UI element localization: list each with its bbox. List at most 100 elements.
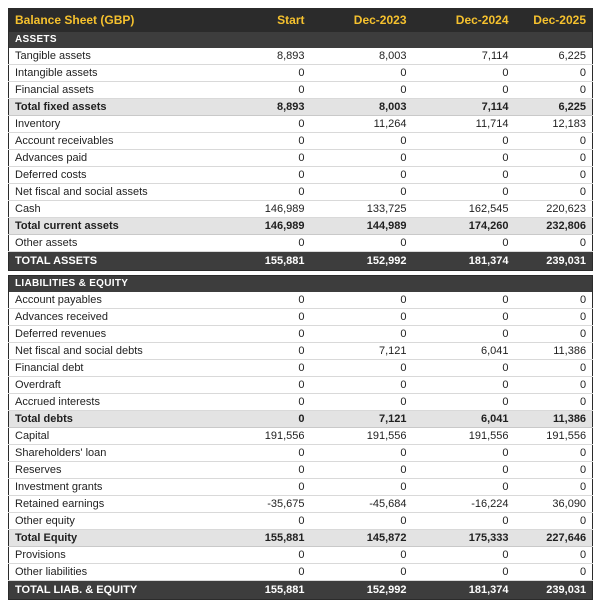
cell-value: 0 [208, 461, 311, 479]
column-header-start: Start [208, 8, 311, 32]
cell-value: 11,264 [310, 115, 413, 133]
table-title: Balance Sheet (GBP) [8, 8, 209, 32]
cell-value: 0 [310, 308, 413, 326]
table-row: Account receivables 0 0 0 0 [8, 132, 593, 150]
cell-value: 0 [514, 183, 593, 201]
cell-value: 0 [412, 563, 515, 581]
cell-value: 6,225 [514, 48, 593, 65]
cell-value: 0 [310, 393, 413, 411]
row-label: Overdraft [8, 376, 209, 394]
cell-value: 144,989 [310, 217, 413, 235]
row-label: TOTAL LIAB. & EQUITY [8, 580, 209, 600]
cell-value: 175,333 [412, 529, 515, 547]
cell-value: 0 [208, 444, 311, 462]
cell-value: 191,556 [208, 427, 311, 445]
cell-value: 0 [514, 325, 593, 343]
cell-value: 0 [412, 512, 515, 530]
cell-value: 6,041 [412, 342, 515, 360]
cell-value: 0 [412, 64, 515, 82]
row-label: Shareholders' loan [8, 444, 209, 462]
cell-value: 8,003 [310, 48, 413, 65]
row-label: Account payables [8, 292, 209, 309]
cell-value: 0 [514, 393, 593, 411]
table-row: Intangible assets 0 0 0 0 [8, 64, 593, 82]
row-label: Other assets [8, 234, 209, 252]
cell-value: 0 [208, 81, 311, 99]
cell-value: 0 [208, 183, 311, 201]
table-row: Advances received 0 0 0 0 [8, 308, 593, 326]
cell-value: 0 [514, 359, 593, 377]
cell-value: 0 [208, 376, 311, 394]
row-label: Retained earnings [8, 495, 209, 513]
cell-value: 0 [514, 149, 593, 167]
cell-value: 0 [208, 64, 311, 82]
cell-value: 7,114 [412, 98, 515, 116]
cell-value: 6,041 [412, 410, 515, 428]
cell-value: 0 [208, 149, 311, 167]
column-header-dec-2023: Dec-2023 [310, 8, 413, 32]
cell-value: 8,003 [310, 98, 413, 116]
section-header-row: LIABILITIES & EQUITY [8, 275, 593, 292]
cell-value: 0 [208, 132, 311, 150]
cell-value: 191,556 [310, 427, 413, 445]
row-label: TOTAL ASSETS [8, 251, 209, 271]
table-row: Other assets 0 0 0 0 [8, 234, 593, 252]
cell-value: 0 [310, 325, 413, 343]
table-header-row: Balance Sheet (GBP) Start Dec-2023 Dec-2… [8, 8, 593, 32]
cell-value: 0 [412, 393, 515, 411]
cell-value: 0 [310, 64, 413, 82]
cell-value: 0 [412, 325, 515, 343]
cell-value: 0 [412, 132, 515, 150]
row-label: Deferred costs [8, 166, 209, 184]
table-row: Net fiscal and social assets 0 0 0 0 [8, 183, 593, 201]
assets-table: Balance Sheet (GBP) Start Dec-2023 Dec-2… [8, 8, 593, 271]
table-row: Advances paid 0 0 0 0 [8, 149, 593, 167]
cell-value: 181,374 [412, 580, 515, 600]
table-row: Inventory 0 11,264 11,714 12,183 [8, 115, 593, 133]
cell-value: 0 [310, 359, 413, 377]
cell-value: 0 [310, 563, 413, 581]
cell-value: 155,881 [208, 529, 311, 547]
cell-value: -35,675 [208, 495, 311, 513]
row-label: Cash [8, 200, 209, 218]
cell-value: 0 [208, 166, 311, 184]
row-label: Net fiscal and social assets [8, 183, 209, 201]
subtotal-row: Total debts 0 7,121 6,041 11,386 [8, 410, 593, 428]
cell-value: 7,121 [310, 410, 413, 428]
cell-value: 0 [208, 478, 311, 496]
cell-value: 181,374 [412, 251, 515, 271]
cell-value: 0 [208, 325, 311, 343]
cell-value: 0 [310, 81, 413, 99]
cell-value: 8,893 [208, 48, 311, 65]
row-label: Total debts [8, 410, 209, 428]
cell-value: 0 [412, 461, 515, 479]
cell-value: 0 [208, 308, 311, 326]
cell-value: 0 [208, 359, 311, 377]
cell-value: 0 [412, 376, 515, 394]
cell-value: 133,725 [310, 200, 413, 218]
cell-value: 145,872 [310, 529, 413, 547]
cell-value: 174,260 [412, 217, 515, 235]
cell-value: 0 [208, 393, 311, 411]
cell-value: 146,989 [208, 217, 311, 235]
table-row: Accrued interests 0 0 0 0 [8, 393, 593, 411]
subtotal-row: Total fixed assets 8,893 8,003 7,114 6,225 [8, 98, 593, 116]
cell-value: 191,556 [412, 427, 515, 445]
row-label: Account receivables [8, 132, 209, 150]
row-label: Inventory [8, 115, 209, 133]
cell-value: 0 [208, 563, 311, 581]
cell-value: 0 [514, 444, 593, 462]
table-row: Provisions 0 0 0 0 [8, 546, 593, 564]
cell-value: 239,031 [514, 580, 593, 600]
column-header-dec-2024: Dec-2024 [412, 8, 515, 32]
cell-value: 0 [514, 64, 593, 82]
subtotal-row: Total Equity 155,881 145,872 175,333 227,646 [8, 529, 593, 547]
cell-value: 0 [310, 166, 413, 184]
table-row: Financial assets 0 0 0 0 [8, 81, 593, 99]
cell-value: 0 [514, 292, 593, 309]
table-row: Other liabilities 0 0 0 0 [8, 563, 593, 581]
cell-value: 0 [208, 115, 311, 133]
cell-value: 0 [310, 132, 413, 150]
cell-value: 0 [310, 512, 413, 530]
table-row: Other equity 0 0 0 0 [8, 512, 593, 530]
